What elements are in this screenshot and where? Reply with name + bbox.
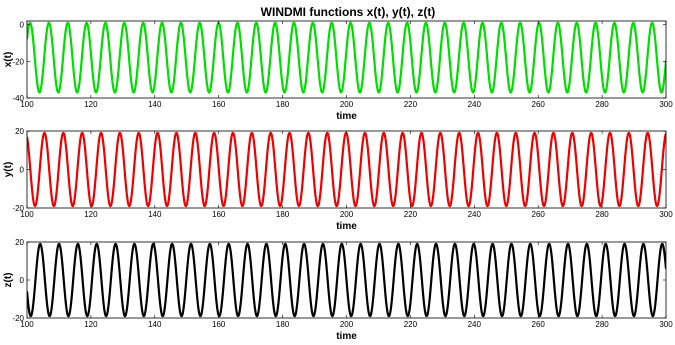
- y-ytick-label: -20: [12, 204, 24, 213]
- x-ytick-label: 0: [20, 21, 25, 30]
- y-ylabel: y(t): [3, 162, 14, 178]
- y-xtick-label: 100: [20, 210, 34, 219]
- x-ytick-label: -40: [12, 94, 24, 103]
- x-xtick-label: 300: [659, 100, 673, 109]
- x-xtick-label: 140: [148, 100, 162, 109]
- z-xtick-label: 160: [212, 320, 226, 329]
- z-xtick-label: 100: [20, 320, 34, 329]
- figure-title: WINDMI functions x(t), y(t), z(t): [261, 5, 436, 19]
- y-xtick-label: 180: [276, 210, 290, 219]
- z-xtick-label: 280: [595, 320, 609, 329]
- x-xtick-label: 180: [276, 100, 290, 109]
- z-xtick-label: 260: [532, 320, 546, 329]
- z-xtick-label: 120: [84, 320, 98, 329]
- z-xtick-label: 240: [468, 320, 482, 329]
- z-ylabel: z(t): [3, 273, 14, 288]
- x-xtick-label: 280: [595, 100, 609, 109]
- y-xtick-label: 140: [148, 210, 162, 219]
- x-xtick-label: 160: [212, 100, 226, 109]
- y-ytick-label: 20: [15, 127, 24, 136]
- z-panel: 100 120 140 160 180 200 220 240 260 280 300200-20t…: [3, 238, 673, 342]
- z-ytick-label: 0: [20, 276, 25, 285]
- x-xtick-label: 200: [340, 100, 354, 109]
- y-xlabel: time: [336, 221, 357, 232]
- y-xtick-label: 300: [659, 210, 673, 219]
- x-xtick-label: 260: [532, 100, 546, 109]
- z-ytick-label: 20: [15, 238, 24, 247]
- y-xtick-label: 120: [84, 210, 98, 219]
- x-xlabel: time: [336, 111, 357, 122]
- x-panel: 100 120 140 160 180 200 220 240 260 280 300 0 -20 -40…: [3, 20, 673, 122]
- x-ytick-label: -20: [12, 57, 24, 66]
- y-ytick-label: 0: [20, 166, 25, 175]
- z-xlabel: time: [336, 331, 357, 342]
- y-xtick-label: 240: [468, 210, 482, 219]
- y-xtick-label: 160: [212, 210, 226, 219]
- z-ytick-label: -20: [12, 314, 24, 323]
- y-xtick-label: 200: [340, 210, 354, 219]
- y-xtick-label: 260: [532, 210, 546, 219]
- subplots: 100 120 140 160 180 200 220 240 260 280 3000-20-40…: [3, 20, 673, 342]
- z-xtick-label: 180: [276, 320, 290, 329]
- z-xtick-label: 200: [340, 320, 354, 329]
- z-xtick-label: 220: [404, 320, 418, 329]
- z-xtick-label: 140: [148, 320, 162, 329]
- x-xtick-label: 240: [468, 100, 482, 109]
- x-xtick-label: 120: [84, 100, 98, 109]
- z-series-line: [27, 242, 666, 318]
- y-panel: 100 120 140 160 180 200 220 240 260 280 300200-20t…: [3, 127, 673, 232]
- x-ylabel: x(t): [3, 52, 14, 68]
- x-xtick-label: 100: [20, 100, 34, 109]
- y-xtick-label: 280: [595, 210, 609, 219]
- x-series-line: [27, 21, 666, 94]
- y-series-line: [27, 131, 666, 208]
- z-xtick-label: 300: [659, 320, 673, 329]
- y-xtick-label: 220: [404, 210, 418, 219]
- x-xtick-label: 220: [404, 100, 418, 109]
